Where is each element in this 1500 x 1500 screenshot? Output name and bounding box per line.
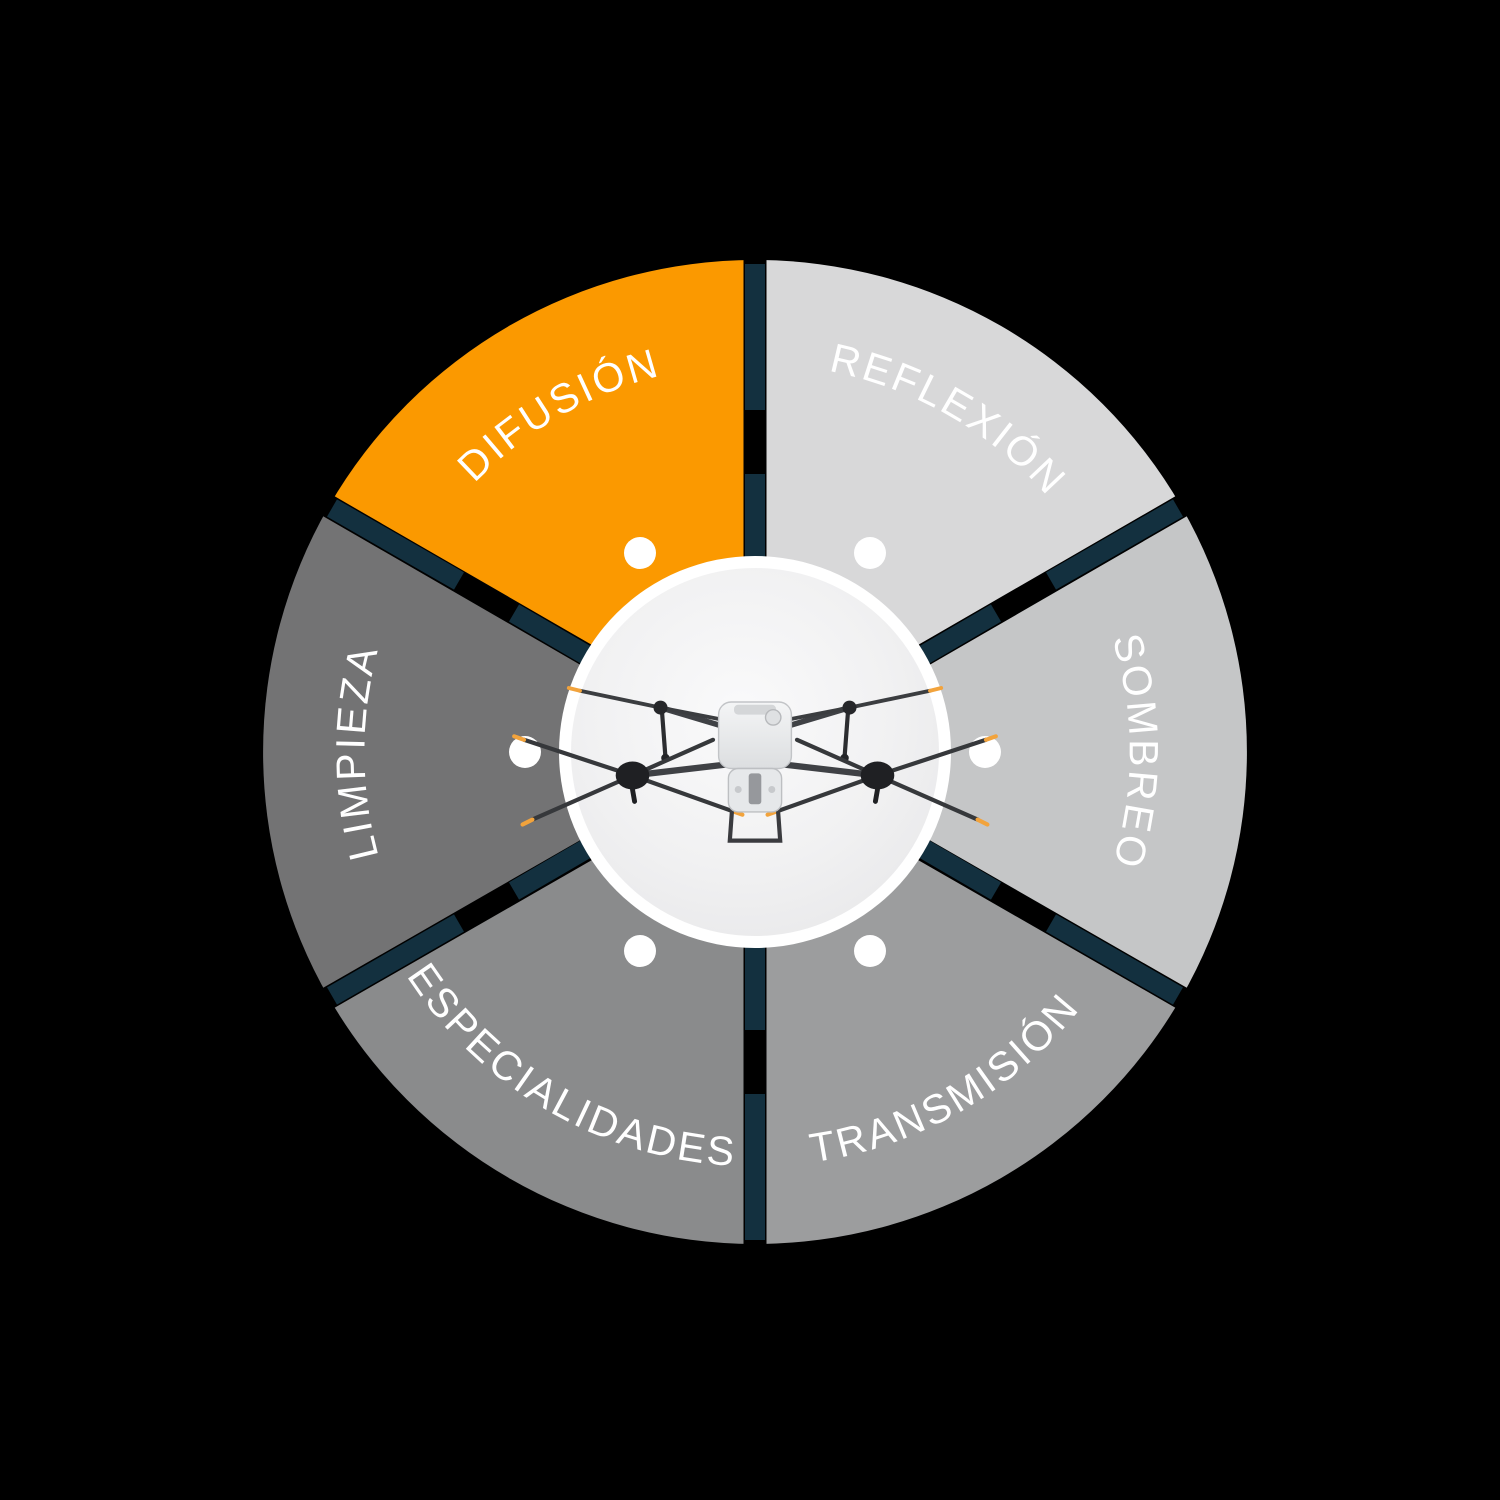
divider-spoke: [508, 840, 592, 900]
drone-arm: [629, 760, 738, 779]
propeller-blade: [847, 688, 932, 710]
center-hub: [512, 556, 998, 948]
divider-spokes: [327, 264, 1183, 1240]
propeller-blade: [521, 737, 635, 778]
divider-spoke: [1046, 499, 1183, 590]
dot-reflexion: [854, 537, 886, 569]
drone-landing-gear: [727, 780, 783, 843]
propeller-tip-orange: [975, 817, 990, 827]
divider-spoke: [1046, 914, 1183, 1005]
drone-arm: [772, 760, 881, 779]
dot-difusion: [624, 537, 656, 569]
propeller-tip-orange: [983, 734, 998, 742]
drone-tank-bolt: [768, 786, 776, 793]
divider-spoke: [918, 840, 1002, 900]
drone-front-arms: [629, 760, 881, 779]
propeller-tip-orange: [512, 734, 527, 742]
drone-image: [512, 686, 998, 843]
propeller-blade: [875, 737, 989, 778]
propeller-tip-orange: [566, 686, 582, 693]
drone-front-nozzle: [872, 787, 880, 804]
propeller-blade: [775, 773, 880, 814]
divider-spoke: [508, 604, 592, 664]
drone-rear-motor: [842, 700, 857, 715]
divider-spoke: [327, 914, 464, 1005]
drone-front-motor-pod: [615, 761, 650, 790]
propeller-blade: [630, 773, 735, 814]
propeller-blade: [875, 773, 980, 822]
drone-front-motor-pod: [860, 761, 895, 790]
divider-spoke: [327, 499, 464, 590]
drone-body-top-deck: [734, 704, 776, 715]
drone-tank-slot: [748, 773, 762, 805]
drone-tank-bolt: [734, 786, 742, 793]
propeller-blade: [530, 773, 635, 822]
segment-dividers: [319, 256, 1191, 1248]
drone-nozzle: [659, 708, 668, 759]
dot-transmision: [854, 935, 886, 967]
drone-front-nozzle: [630, 787, 638, 804]
segment-dots: [509, 537, 1001, 967]
divider-spoke: [918, 604, 1002, 664]
dot-especialidades: [624, 935, 656, 967]
drone-rear-motor: [653, 700, 668, 715]
drone-tank-cap: [764, 709, 782, 726]
propeller-tip-orange: [928, 686, 944, 693]
drone-nozzle: [842, 708, 851, 759]
drone-rear-nozzles: [659, 708, 851, 759]
propeller-blade: [578, 688, 663, 710]
propeller-tip-orange: [520, 817, 535, 827]
